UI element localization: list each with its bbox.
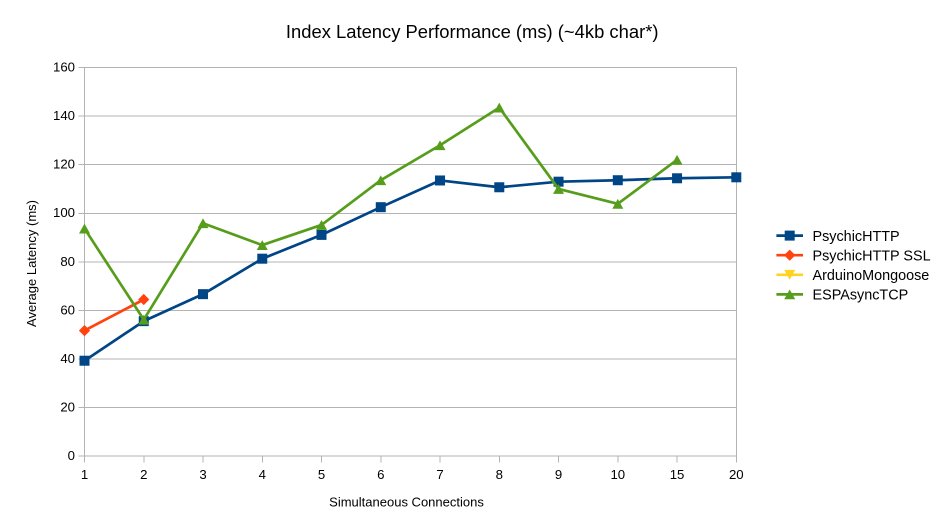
data-point-espasynctcp-x10	[612, 198, 624, 209]
data-point-psychichttp-x8	[494, 182, 505, 193]
y-tick-label-100: 100	[53, 205, 75, 220]
data-point-psychichttp-x6	[375, 202, 386, 213]
x-tick-label-7: 7	[436, 467, 443, 482]
x-tick-label-10: 10	[610, 467, 625, 482]
data-point-psychichttp-x20	[731, 172, 742, 183]
data-point-psychichttp-x1	[79, 355, 90, 366]
data-series	[78, 102, 742, 366]
legend-marker-triangle-up-icon	[784, 289, 796, 300]
y-tick-label-80: 80	[60, 254, 75, 269]
y-tick-label-60: 60	[60, 302, 75, 317]
data-point-psychichttp-x7	[435, 175, 446, 186]
x-tick-label-5: 5	[318, 467, 325, 482]
legend-item-psychichttp: PsychicHTTP	[776, 229, 900, 245]
y-tick-label-120: 120	[53, 157, 75, 172]
x-tick-label-3: 3	[199, 467, 206, 482]
data-point-espasynctcp-x8	[493, 102, 505, 113]
series-line-1	[83, 175, 737, 362]
data-point-espasynctcp-x15	[671, 154, 683, 165]
legend-label-2: PsychicHTTP SSL	[813, 248, 931, 264]
y-tick-label-20: 20	[60, 400, 75, 415]
data-point-espasynctcp-x9	[553, 184, 565, 194]
axes	[78, 67, 737, 463]
data-point-psychichttp-x10	[612, 175, 623, 186]
data-point-espasynctcp-x3	[197, 218, 209, 229]
x-tick-label-9: 9	[555, 467, 562, 482]
axis-labels: 0 20 40 60 80 100 120 140 160 1 2 3 4 5 6 7 8 9 10 15 20	[53, 59, 744, 482]
legend-marker-diamond-icon	[784, 249, 796, 261]
data-point-psychichttp-x3	[198, 289, 209, 300]
data-point-espasynctcp-x4	[256, 240, 268, 250]
y-axis-title: Average Latency (ms)	[24, 200, 39, 327]
data-point-espasynctcp-x5	[316, 220, 328, 230]
legend-label-1: PsychicHTTP	[813, 229, 900, 245]
series-espasynctcp	[79, 102, 683, 325]
legend-item-arduinomongoose: ArduinoMongoose	[776, 268, 929, 284]
legend-item-espasynctcp: ESPAsyncTCP	[776, 288, 908, 304]
data-point-espasynctcp-x1	[79, 223, 90, 234]
x-tick-label-1: 1	[81, 467, 88, 482]
data-point-psychichttp-x15	[672, 173, 683, 184]
data-point-espasynctcp-x2	[138, 314, 150, 325]
data-point-psychichttp-ssl-x2	[138, 293, 150, 306]
y-tick-label-0: 0	[68, 448, 75, 463]
y-tick-label-40: 40	[60, 351, 75, 366]
x-tick-label-15: 15	[670, 467, 685, 482]
data-point-espasynctcp-x7	[434, 140, 446, 151]
x-tick-label-6: 6	[377, 467, 384, 482]
series-psychichttp	[79, 172, 742, 366]
data-point-psychichttp-x4	[257, 253, 268, 264]
legend-marker-square-icon	[784, 230, 795, 241]
y-tick-label-140: 140	[53, 108, 75, 123]
gridlines	[84, 67, 737, 409]
x-tick-label-2: 2	[140, 467, 147, 482]
legend-marker-triangle-down-icon	[784, 269, 796, 280]
x-tick-label-20: 20	[729, 467, 744, 482]
legend-item-psychichttp-ssl: PsychicHTTP SSL	[776, 248, 931, 264]
y-tick-label-160: 160	[53, 59, 75, 74]
legend: PsychicHTTP PsychicHTTP SSL ArduinoMongoos…	[776, 229, 931, 304]
chart-title: Index Latency Performance (ms) (~4kb cha…	[286, 21, 659, 42]
data-point-psychichttp-x5	[316, 229, 327, 240]
x-tick-label-4: 4	[259, 467, 266, 482]
series-psychichttp-ssl	[78, 293, 150, 337]
data-point-psychichttp-x9	[553, 176, 564, 187]
data-point-psychichttp-ssl-x1	[78, 325, 91, 337]
legend-label-3: ArduinoMongoose	[813, 268, 930, 284]
x-axis-title: Simultaneous Connections	[329, 495, 484, 510]
data-point-espasynctcp-x6	[375, 175, 387, 186]
x-tick-label-8: 8	[496, 467, 503, 482]
legend-label-4: ESPAsyncTCP	[813, 288, 909, 304]
